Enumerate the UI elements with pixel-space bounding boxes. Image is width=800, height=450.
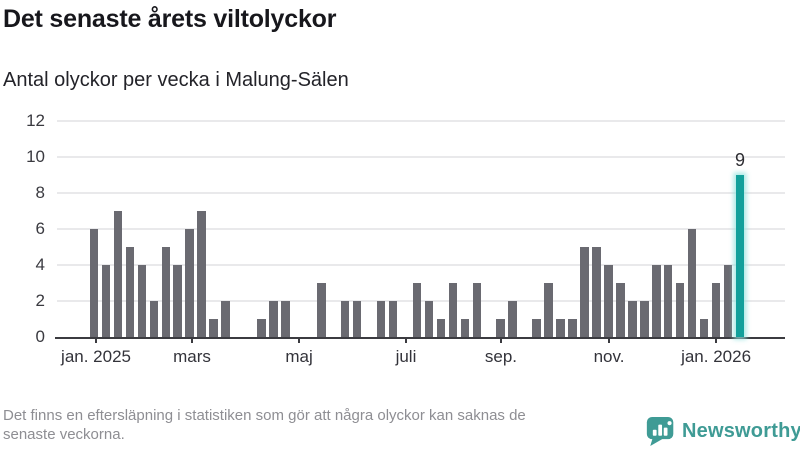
y-tick-label: 10 [26, 147, 45, 166]
x-tick-mark [715, 337, 718, 343]
chart-subtitle: Antal olyckor per vecka i Malung-Sälen [3, 69, 349, 91]
x-tick-label-4: juli [395, 347, 417, 366]
x-tick-mark [298, 337, 301, 343]
bar-week-12 [221, 301, 230, 337]
bar-week-20 [317, 283, 326, 337]
bar-week-54 [723, 265, 733, 337]
y-tick-label: 6 [35, 219, 45, 238]
x-tick-mark [404, 337, 407, 343]
bar-week-9 [185, 229, 194, 337]
x-tick-label-7: jan. 2026 [681, 347, 752, 366]
gridline-y-10 [57, 156, 785, 158]
bar-week-48 [652, 265, 661, 337]
bar-week-3 [113, 211, 123, 337]
bar-week-10 [197, 211, 206, 337]
y-tick-label: 0 [35, 327, 45, 346]
bar-week-40 [556, 319, 565, 337]
x-tick-mark [95, 337, 98, 343]
x-tick-mark [608, 337, 610, 343]
bar-week-28 [412, 283, 422, 337]
bar-week-50 [675, 283, 685, 337]
newsworthy-logo: Newsworthy [646, 416, 800, 447]
bar-week-29 [424, 301, 434, 337]
bar-week-11 [209, 319, 218, 337]
x-tick-mark [499, 337, 502, 343]
footnote-line-1: Det finns en eftersläpning i statistiken… [3, 407, 526, 424]
bar-week-26 [388, 301, 398, 337]
y-tick-label: 4 [35, 255, 45, 274]
bar-week-2 [101, 265, 111, 337]
x-tick-label-3: maj [285, 347, 313, 366]
y-tick-label: 12 [26, 111, 45, 130]
y-tick-label: 2 [35, 291, 45, 310]
bar-week-25 [376, 301, 386, 337]
bar-week-45 [616, 283, 625, 337]
bar-week-38 [532, 319, 541, 337]
bar-week-23 [352, 301, 362, 337]
bar-week-49 [663, 265, 673, 337]
footnote: Det finns en eftersläpning i statistiken… [3, 407, 526, 444]
bar-week-7 [161, 247, 171, 337]
bar-week-46 [628, 301, 637, 337]
bar-week-1 [89, 229, 99, 337]
bar-week-31 [448, 283, 458, 337]
bar-week-41 [568, 319, 577, 337]
newsworthy-logo-icon [646, 417, 674, 446]
page-title: Det senaste årets viltolyckor [3, 5, 337, 33]
bar-week-44 [604, 265, 613, 337]
x-axis-line [55, 337, 785, 339]
bar-week-30 [436, 319, 446, 337]
gridline-y-8 [57, 192, 785, 194]
x-tick-label-1: jan. 2025 [61, 347, 131, 366]
bar-week-22 [340, 301, 350, 337]
bar-week-6 [149, 301, 159, 337]
x-tick-mark [190, 337, 193, 343]
bar-week-47 [640, 301, 649, 337]
bar-week-35 [496, 319, 505, 337]
bar-week-8 [173, 265, 182, 337]
bar-week-52 [699, 319, 709, 337]
newsworthy-logo-text: Newsworthy [682, 420, 800, 442]
bar-week-15 [257, 319, 266, 337]
bar-week-53 [711, 283, 721, 337]
gridline-y-12 [57, 120, 785, 122]
x-tick-label-2: mars [173, 347, 211, 366]
bar-week-36 [508, 301, 517, 337]
bar-week-17 [281, 301, 290, 337]
bar-week-43 [592, 247, 601, 337]
bar-week-32 [460, 319, 470, 337]
x-tick-label-5: sep. [484, 347, 518, 366]
bar-week-39 [544, 283, 553, 337]
bar-week-51 [687, 229, 697, 337]
bar-week-4 [125, 247, 135, 337]
highlighted-bar-current-week [735, 175, 745, 337]
bar-week-33 [472, 283, 482, 337]
gridline-y-6 [57, 228, 785, 230]
bar-week-5 [137, 265, 147, 337]
footnote-line-2: senaste veckorna. [3, 425, 125, 443]
y-tick-label: 8 [35, 183, 45, 202]
bar-week-16 [269, 301, 278, 337]
gridline-y-4 [57, 264, 785, 266]
bar-value-label: 9 [734, 150, 745, 170]
x-tick-label-6: nov. [593, 347, 625, 366]
bar-week-42 [580, 247, 589, 337]
